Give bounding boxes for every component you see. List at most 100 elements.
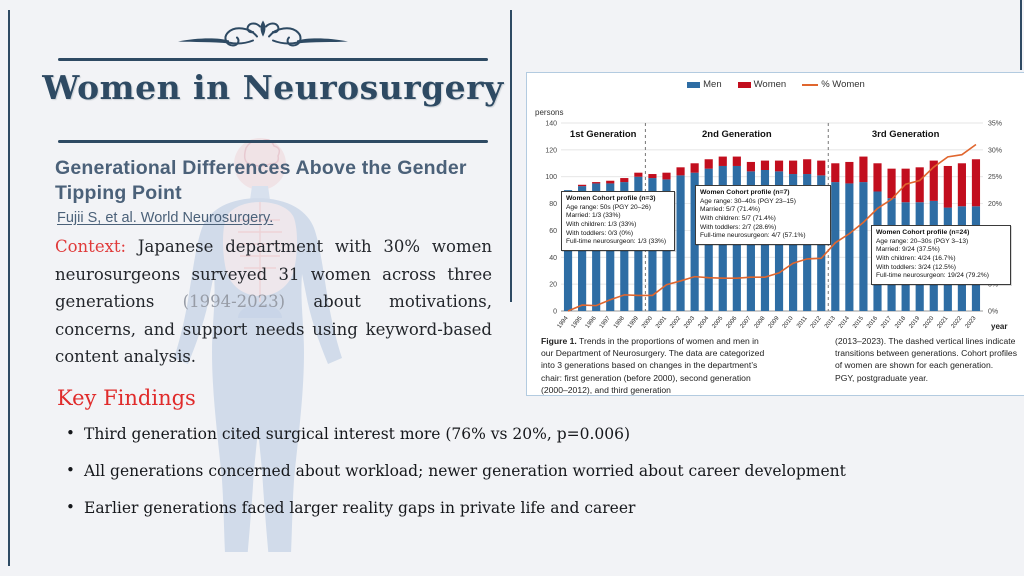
svg-text:140: 140: [545, 121, 557, 128]
svg-text:2001: 2001: [655, 315, 668, 330]
cohort-profile-box: Women Cohort profile (n=24) Age range: 20…: [871, 225, 1011, 285]
cohort-profile-line: Age range: 50s (PGY 20–26): [566, 203, 651, 211]
svg-text:2009: 2009: [768, 315, 781, 330]
cohort-profile-box: Women Cohort profile (n=7) Age range: 30–…: [695, 185, 831, 245]
legend-item: Women: [737, 79, 787, 90]
figure-label: Figure 1.: [541, 336, 577, 346]
svg-text:120: 120: [545, 147, 557, 154]
citation-link[interactable]: Fujii S, et al. World Neurosurgery.: [57, 210, 274, 226]
figure-caption-right-text: (2013–2023). The dashed vertical lines i…: [835, 336, 1018, 371]
list-item: Third generation cited surgical interest…: [62, 424, 1007, 444]
cohort-profile-line: With children: 5/7 (71.4%): [700, 214, 776, 222]
legend-line-swatch: [802, 83, 819, 86]
svg-text:3rd Generation: 3rd Generation: [872, 129, 940, 140]
anatomy-background-figure: [174, 138, 342, 552]
svg-text:persons: persons: [535, 108, 563, 117]
legend-label: Women: [753, 79, 787, 90]
chart-legend: Men Women % Women: [527, 79, 1024, 90]
decorative-flourish-icon: [178, 20, 348, 47]
svg-text:2018: 2018: [894, 315, 907, 330]
generation-markers: 1st Generation 2nd Generation 3rd Generati…: [570, 123, 940, 311]
legend-item: % Women: [802, 79, 865, 90]
svg-text:2017: 2017: [880, 315, 893, 330]
svg-text:2nd Generation: 2nd Generation: [702, 129, 772, 140]
svg-text:1st Generation: 1st Generation: [570, 129, 637, 140]
svg-text:1996: 1996: [585, 315, 598, 330]
svg-text:2005: 2005: [711, 315, 724, 330]
svg-text:30%: 30%: [988, 147, 1002, 154]
legend-item: Men: [687, 79, 722, 90]
page-title: Women in Neurosurgery: [42, 68, 504, 107]
cohort-profile-line: Age range: 30–40s (PGY 23–15): [700, 197, 796, 205]
svg-text:1994: 1994: [557, 315, 570, 330]
list-item: All generations concerned about workload…: [62, 461, 1007, 481]
svg-text:2021: 2021: [936, 315, 949, 330]
svg-text:5%: 5%: [988, 282, 998, 289]
svg-text:2011: 2011: [796, 315, 809, 329]
cohort-profile-line: Full-time neurosurgeon: 4/7 (57.1%): [700, 232, 806, 240]
svg-text:80: 80: [549, 201, 557, 208]
cohort-profile-line: Married: 5/7 (71.4%): [700, 206, 761, 214]
cohort-profile-line: With children: 4/24 (16.7%): [876, 254, 956, 262]
cohort-profile-title: Women Cohort profile (n=3): [566, 195, 656, 202]
figure-caption-right: (2013–2023). The dashed vertical lines i…: [835, 335, 1017, 384]
chart-wrap: Men Women % Women persons 0 20 40 60 80 100 120 14…: [527, 73, 1024, 395]
svg-text:2013: 2013: [824, 315, 837, 330]
figure-caption-abbrev: PGY, postgraduate year.: [835, 372, 929, 383]
svg-text:25%: 25%: [988, 174, 1002, 181]
key-findings-list: Third generation cited surgical interest…: [62, 424, 1007, 535]
figure-caption-left: Figure 1. Trends in the proportions of w…: [541, 335, 773, 396]
cohort-profile-title: Women Cohort profile (n=24): [876, 229, 970, 236]
svg-text:0%: 0%: [988, 309, 998, 316]
cohort-profile-line: Age range: 20–30s (PGY 3–13): [876, 237, 969, 245]
svg-text:2003: 2003: [683, 315, 696, 330]
svg-text:2010: 2010: [782, 315, 795, 330]
cohort-profile-box: Women Cohort profile (n=3) Age range: 50s…: [561, 191, 675, 251]
x-axis-labels: 1994 1995 1996 1997 1998 1999 2000 2001 2002 2003…: [557, 315, 1008, 331]
title-rule-bottom: [58, 140, 488, 143]
svg-text:2014: 2014: [838, 315, 851, 330]
cohort-profile-line: With toddlers: 0/3 (0%): [566, 229, 634, 237]
context-text-before: Japanese department with 30% women neuro…: [55, 237, 492, 312]
svg-text:2015: 2015: [852, 315, 865, 330]
svg-text:2019: 2019: [908, 315, 921, 330]
svg-text:1999: 1999: [627, 315, 640, 330]
svg-text:2008: 2008: [754, 315, 767, 330]
svg-text:2020: 2020: [922, 315, 935, 330]
svg-text:2002: 2002: [669, 315, 682, 330]
cohort-profile-line: With toddlers: 2/7 (28.6%): [700, 223, 777, 231]
svg-text:60: 60: [549, 228, 557, 235]
legend-label: Men: [703, 79, 722, 90]
cohort-profile-line: Full-time neurosurgeon: 1/3 (33%): [566, 238, 667, 246]
cohort-profile-line: With children: 1/3 (33%): [566, 220, 637, 228]
svg-text:2006: 2006: [725, 315, 738, 330]
svg-text:2004: 2004: [697, 315, 710, 330]
cohort-profile-line: Married: 9/24 (37.5%): [876, 246, 940, 254]
figure-caption-left-text: Trends in the proportions of women and m…: [541, 336, 765, 395]
svg-text:0: 0: [553, 309, 557, 316]
svg-text:20%: 20%: [988, 201, 1002, 208]
cohort-profile-title: Women Cohort profile (n=7): [700, 189, 790, 196]
svg-text:year: year: [991, 322, 1007, 331]
middle-frame-line: [510, 10, 512, 302]
context-years: (1994-2023): [182, 292, 286, 312]
svg-text:2012: 2012: [810, 315, 823, 330]
key-findings-heading: Key Findings: [57, 386, 196, 410]
svg-text:2023: 2023: [965, 315, 978, 330]
svg-text:1997: 1997: [599, 315, 612, 330]
svg-text:20: 20: [549, 282, 557, 289]
svg-text:1998: 1998: [613, 315, 626, 330]
cohort-profile-line: With toddlers: 3/24 (12.5%): [876, 263, 956, 271]
svg-text:40: 40: [549, 255, 557, 262]
left-frame-line: [8, 10, 10, 566]
svg-text:35%: 35%: [988, 121, 1002, 128]
figure-card: Men Women % Women persons 0 20 40 60 80 100 120 14…: [526, 72, 1024, 396]
svg-text:2016: 2016: [866, 315, 879, 330]
svg-text:2007: 2007: [740, 315, 753, 330]
subtitle: Generational Differences Above the Gende…: [55, 157, 467, 204]
list-item: Earlier generations faced larger reality…: [62, 498, 1007, 518]
pct-women-line: [567, 143, 977, 312]
svg-text:2000: 2000: [641, 315, 654, 330]
svg-text:100: 100: [545, 174, 557, 181]
